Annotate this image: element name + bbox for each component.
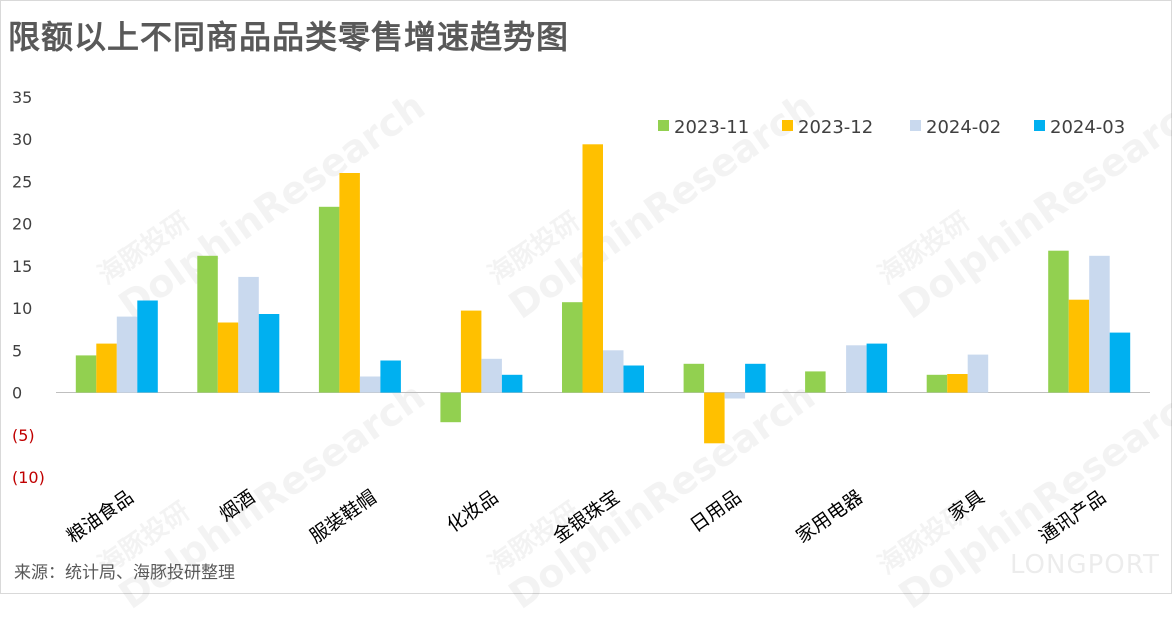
bar-2024-02-化妆品 [481,358,502,393]
x-tick-label: 烟酒 [215,486,259,526]
bar-2023-12-粮油食品 [96,343,117,393]
brand-watermark: LONGPORT [1010,550,1160,580]
y-tick-label: 5 [12,341,22,360]
bar-2024-03-服装鞋帽 [380,360,401,393]
y-tick-label: 25 [12,172,32,191]
bar-2023-11-烟酒 [197,255,218,393]
bar-2024-02-金银珠宝 [603,350,624,393]
y-tick-label: (5) [12,426,35,445]
bar-2024-02-通讯产品 [1089,255,1110,393]
legend-label: 2024-02 [926,117,1001,138]
y-tick-label: 10 [12,299,32,318]
bar-2023-11-日用品 [683,363,705,393]
bar-2023-12-家具 [947,374,968,393]
bar-2023-11-金银珠宝 [562,302,583,393]
legend-swatch-2024-03 [1034,120,1045,131]
bar-2024-03-粮油食品 [137,300,158,393]
x-tick-label: 家具 [945,486,989,526]
bar-2023-12-金银珠宝 [582,144,603,393]
bar-2024-03-家用电器 [866,343,888,393]
y-tick-label: 35 [12,88,32,107]
bar-2024-02-日用品 [724,392,746,399]
x-tick-label: 化妆品 [443,486,502,537]
bar-2023-12-日用品 [704,392,725,444]
bar-2024-02-服装鞋帽 [359,376,381,393]
bar-2024-03-化妆品 [501,374,523,393]
bar-2024-03-金银珠宝 [623,365,644,393]
bar-2023-11-家用电器 [805,371,826,393]
bar-2023-11-家具 [926,374,948,393]
bar-2024-02-家具 [967,354,989,393]
x-tick-label: 家用电器 [792,486,867,548]
x-tick-label: 服装鞋帽 [306,486,381,548]
chart-title: 限额以上不同商品品类零售增速趋势图 [8,18,570,56]
bar-2023-12-服装鞋帽 [339,173,360,393]
legend-label: 2024-03 [1050,117,1125,138]
bar-2023-12-烟酒 [217,322,239,393]
bar-2023-11-服装鞋帽 [318,206,340,393]
bar-2023-12-通讯产品 [1068,299,1090,393]
x-tick-label: 粮油食品 [63,486,138,548]
source-note: 来源：统计局、海豚投研整理 [14,563,235,583]
legend-swatch-2024-02 [910,120,921,131]
x-tick-label: 日用品 [686,486,745,537]
bar-2024-03-烟酒 [258,314,280,393]
bar-2023-12-化妆品 [460,310,482,393]
bar-2024-02-烟酒 [238,276,259,393]
y-tick-label: 20 [12,215,32,234]
bar-2024-03-通讯产品 [1109,332,1131,393]
bar-2023-11-粮油食品 [75,355,97,393]
bar-chart: 35 30 25 20 15 10 5 0 (5) (10) 粮油食品 烟酒 服装鞋帽 化妆品 金银珠宝 日用… [12,88,1150,548]
bar-2024-02-粮油食品 [116,316,138,393]
bar-2023-11-通讯产品 [1048,250,1069,393]
bar-2024-02-家用电器 [846,345,867,393]
y-tick-label: (10) [12,468,45,487]
y-tick-label: 0 [12,384,22,403]
legend-label: 2023-11 [674,117,749,138]
x-tick-label: 通讯产品 [1035,486,1110,548]
legend-swatch-2023-11 [658,120,669,131]
bar-2023-11-化妆品 [440,392,461,423]
y-tick-label: 15 [12,257,32,276]
legend-swatch-2023-12 [782,120,793,131]
x-tick-label: 金银珠宝 [549,486,624,548]
legend-label: 2023-12 [798,117,873,138]
y-tick-label: 30 [12,130,32,149]
bar-2024-03-日用品 [745,363,766,393]
